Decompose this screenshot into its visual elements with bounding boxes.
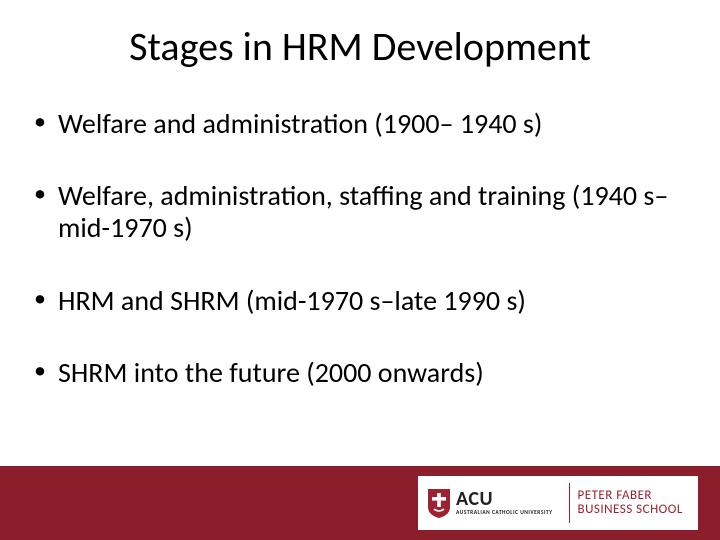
acu-text-block: ACU AUSTRALIAN CATHOLIC UNIVERSITY: [456, 489, 553, 517]
footer-bar: ACU AUSTRALIAN CATHOLIC UNIVERSITY PETER…: [0, 466, 720, 540]
acu-subtitle: AUSTRALIAN CATHOLIC UNIVERSITY: [456, 511, 553, 517]
slide-title: Stages in HRM Development: [0, 22, 720, 71]
university-logo: ACU AUSTRALIAN CATHOLIC UNIVERSITY PETER…: [418, 476, 698, 530]
logo-divider: [569, 483, 570, 523]
bullet-list: Welfare and administration (1900– 1940 s…: [30, 108, 690, 429]
bullet-item: HRM and SHRM (mid-1970 s–late 1990 s): [30, 285, 690, 317]
bullet-item: Welfare and administration (1900– 1940 s…: [30, 108, 690, 140]
faber-text-block: PETER FABER BUSINESS SCHOOL: [578, 489, 683, 516]
acu-label: ACU: [456, 489, 553, 509]
faber-line-2: BUSINESS SCHOOL: [578, 503, 683, 517]
shield-icon: [426, 487, 452, 519]
bullet-item: Welfare, administration, staffing and tr…: [30, 180, 690, 244]
faber-line-1: PETER FABER: [578, 489, 683, 503]
slide: Stages in HRM Development Welfare and ad…: [0, 0, 720, 540]
bullet-item: SHRM into the future (2000 onwards): [30, 357, 690, 389]
